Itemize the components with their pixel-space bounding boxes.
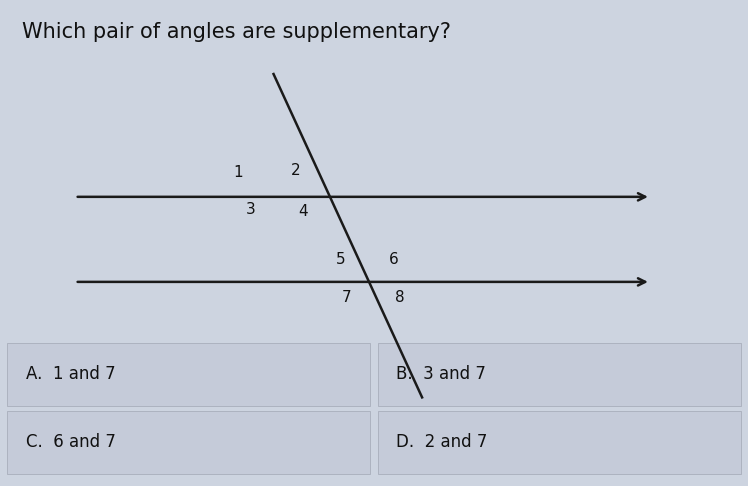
Text: A.  1 and 7: A. 1 and 7 <box>26 365 116 383</box>
Text: 8: 8 <box>396 290 405 305</box>
Text: 2: 2 <box>291 163 300 177</box>
Text: 5: 5 <box>336 252 345 266</box>
FancyBboxPatch shape <box>7 411 370 474</box>
FancyBboxPatch shape <box>378 343 741 406</box>
Text: 4: 4 <box>298 204 307 219</box>
Text: D.  2 and 7: D. 2 and 7 <box>396 433 488 451</box>
Text: C.  6 and 7: C. 6 and 7 <box>26 433 116 451</box>
Text: 6: 6 <box>388 252 399 266</box>
Text: 3: 3 <box>245 203 256 217</box>
Text: B.  3 and 7: B. 3 and 7 <box>396 365 486 383</box>
Text: Which pair of angles are supplementary?: Which pair of angles are supplementary? <box>22 22 452 42</box>
Text: 1: 1 <box>233 165 242 180</box>
Text: 7: 7 <box>342 290 351 305</box>
FancyBboxPatch shape <box>378 411 741 474</box>
FancyBboxPatch shape <box>7 343 370 406</box>
